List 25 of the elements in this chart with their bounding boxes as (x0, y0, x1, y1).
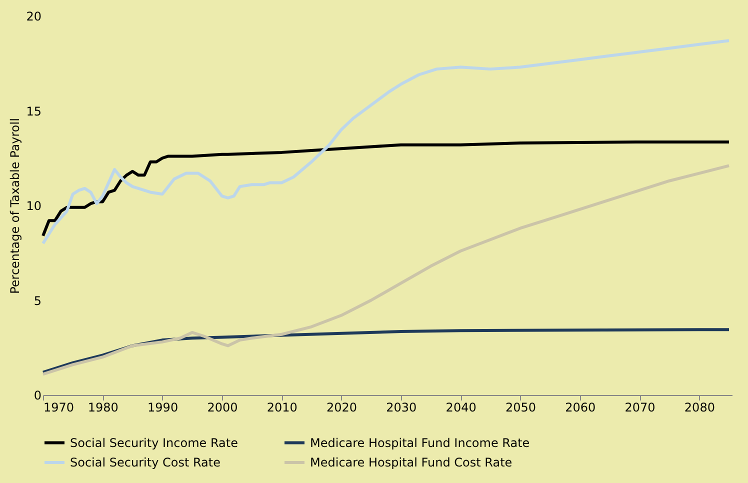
y-tick-label: 10 (26, 199, 42, 213)
line-series (42, 164, 731, 376)
x-tick-label: 2050 (505, 400, 536, 414)
y-tick-label: 5 (34, 294, 42, 308)
y-tick-label: 0 (34, 388, 42, 402)
x-tick-label: 1990 (148, 400, 178, 414)
x-tick-label: 2010 (266, 400, 298, 414)
x-tick-label: 1970 (44, 400, 74, 414)
y-axis-title: Percentage of Taxable Payroll (8, 118, 22, 294)
x-tick-label: 2070 (624, 400, 656, 414)
legend-label: Medicare Hospital Fund Cost Rate (310, 456, 512, 470)
x-tick-label: 2030 (386, 400, 417, 414)
line-series (42, 140, 731, 238)
x-tick-label: 1980 (88, 400, 118, 414)
x-tick-label: 2040 (446, 400, 476, 414)
y-tick-label: 20 (26, 10, 42, 24)
x-tick-label: 2000 (207, 400, 238, 414)
y-tick-label: 15 (26, 104, 42, 118)
legend-label: Social Security Income Rate (70, 436, 238, 450)
x-tick-label: 2060 (565, 400, 596, 414)
legend-label: Medicare Hospital Fund Income Rate (310, 436, 530, 450)
legend-label: Social Security Cost Rate (70, 456, 220, 470)
x-tick-label: 2080 (684, 400, 715, 414)
line-series (42, 39, 731, 245)
x-tick-label: 2020 (326, 400, 358, 414)
